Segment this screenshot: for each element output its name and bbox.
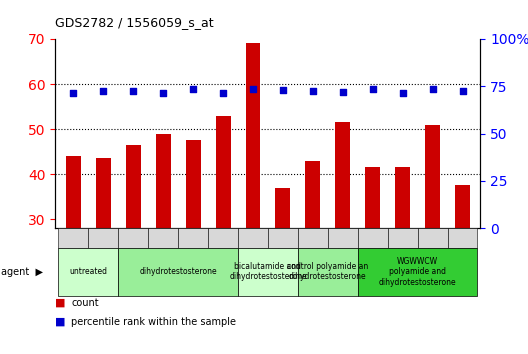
Bar xyxy=(96,159,111,354)
Point xyxy=(458,88,467,94)
Text: GDS2782 / 1556059_s_at: GDS2782 / 1556059_s_at xyxy=(55,16,214,29)
Bar xyxy=(126,145,141,354)
Bar xyxy=(395,167,410,354)
Text: agent  ▶: agent ▶ xyxy=(1,267,43,277)
Text: bicalutamide and
dihydrotestosterone: bicalutamide and dihydrotestosterone xyxy=(229,262,307,281)
Point xyxy=(428,86,437,92)
Point xyxy=(69,90,78,96)
Point xyxy=(369,86,377,92)
Bar xyxy=(246,44,260,354)
Point xyxy=(159,90,167,96)
Bar xyxy=(215,116,231,354)
Point xyxy=(279,87,287,93)
Point xyxy=(338,89,347,95)
Point xyxy=(99,88,108,94)
Point xyxy=(309,88,317,94)
Bar xyxy=(66,156,81,354)
Point xyxy=(249,86,257,92)
Point xyxy=(219,90,227,96)
Point xyxy=(399,90,407,96)
Bar xyxy=(455,185,470,354)
Bar xyxy=(276,188,290,354)
Bar xyxy=(186,141,201,354)
Text: percentile rank within the sample: percentile rank within the sample xyxy=(71,317,237,327)
Text: ■: ■ xyxy=(55,298,66,308)
Text: untreated: untreated xyxy=(69,267,107,276)
Bar xyxy=(305,161,320,354)
Point xyxy=(189,86,197,92)
Text: dihydrotestosterone: dihydrotestosterone xyxy=(139,267,217,276)
Bar xyxy=(365,167,380,354)
Text: WGWWCW
polyamide and
dihydrotestosterone: WGWWCW polyamide and dihydrotestosterone xyxy=(379,257,456,287)
Bar xyxy=(335,122,350,354)
Text: control polyamide an
dihydrotestosterone: control polyamide an dihydrotestosterone xyxy=(287,262,369,281)
Bar xyxy=(425,125,440,354)
Text: count: count xyxy=(71,298,99,308)
Point xyxy=(129,88,137,94)
Bar xyxy=(156,133,171,354)
Text: ■: ■ xyxy=(55,317,66,327)
